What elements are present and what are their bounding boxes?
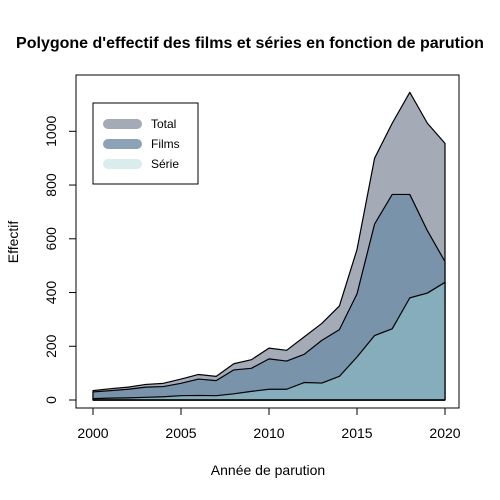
x-tick-label-2015: 2015 (341, 425, 372, 441)
chart-title: Polygone d'effectif des films et séries … (16, 35, 484, 52)
y-tick-label-400: 400 (43, 281, 59, 305)
y-tick-label-200: 200 (43, 334, 59, 358)
x-axis: 2000 2005 2010 2015 2020 (77, 407, 461, 441)
x-tick-label-2010: 2010 (253, 425, 284, 441)
legend-label-films: Films (151, 137, 180, 151)
x-tick-label-2020: 2020 (429, 425, 460, 441)
legend: Total Films Série (92, 102, 199, 185)
y-tick-label-600: 600 (43, 227, 59, 251)
legend-label-total: Total (151, 117, 176, 131)
y-axis: 0 200 400 600 800 1000 (43, 116, 77, 404)
x-axis-label: Année de parution (211, 462, 325, 478)
y-axis-label: Effectif (5, 221, 21, 264)
y-tick-label-1000: 1000 (43, 116, 59, 147)
x-tick-label-2005: 2005 (165, 425, 196, 441)
series-area-srie (92, 281, 446, 401)
x-tick-label-2000: 2000 (77, 425, 108, 441)
chart-areas (92, 91, 446, 401)
series-area-films (92, 193, 446, 401)
y-tick-label-800: 800 (43, 173, 59, 197)
y-tick-label-0: 0 (43, 396, 59, 404)
legend-label-srie: Série (151, 157, 179, 171)
